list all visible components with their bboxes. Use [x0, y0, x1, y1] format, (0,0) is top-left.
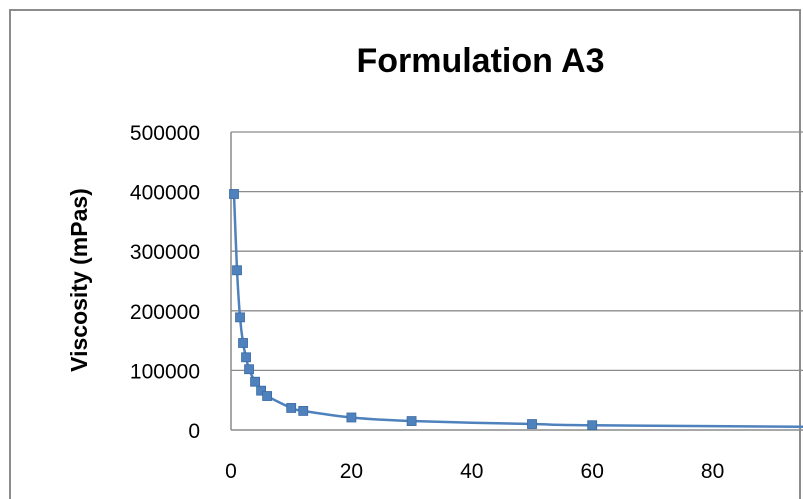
x-tick-label: 60 [581, 460, 604, 483]
data-point-marker [262, 391, 273, 401]
x-tick-label: 80 [701, 460, 724, 483]
data-point-marker [346, 412, 357, 423]
axes [230, 132, 803, 431]
data-point-marker [286, 403, 297, 413]
y-tick-label: 300000 [130, 241, 200, 264]
x-tick-labels: 020406080100 [225, 460, 724, 483]
data-point-marker [587, 420, 598, 431]
x-tick-label: 0 [225, 460, 237, 483]
data-point-marker [298, 406, 309, 416]
data-point-marker [527, 419, 537, 429]
data-point-marker [241, 352, 251, 363]
y-tick-label: 200000 [130, 301, 200, 324]
y-tick-label: 400000 [130, 182, 200, 205]
y-tick-labels: 0 100000 200000 300000 400000 500000 [130, 122, 200, 443]
data-point-marker [250, 376, 260, 387]
data-point-marker [235, 312, 245, 323]
chart-frame [9, 9, 801, 499]
x-tick-label: 20 [340, 460, 363, 483]
x-tick-label: 40 [460, 460, 483, 483]
gridlines [231, 131, 803, 372]
y-axis-title: Viscosity (mPas) [66, 188, 92, 372]
data-point-marker [238, 338, 248, 348]
data-point-marker [232, 265, 242, 276]
y-tick-label: 500000 [130, 122, 200, 145]
data-series [229, 189, 803, 431]
chart-title: Formulation A3 [356, 42, 605, 80]
data-point-marker [244, 364, 254, 375]
y-tick-label: 0 [188, 420, 200, 443]
data-point-marker [229, 189, 239, 199]
data-point-marker [406, 416, 417, 426]
data-point-marker [256, 385, 267, 396]
y-tick-label: 100000 [130, 360, 200, 383]
